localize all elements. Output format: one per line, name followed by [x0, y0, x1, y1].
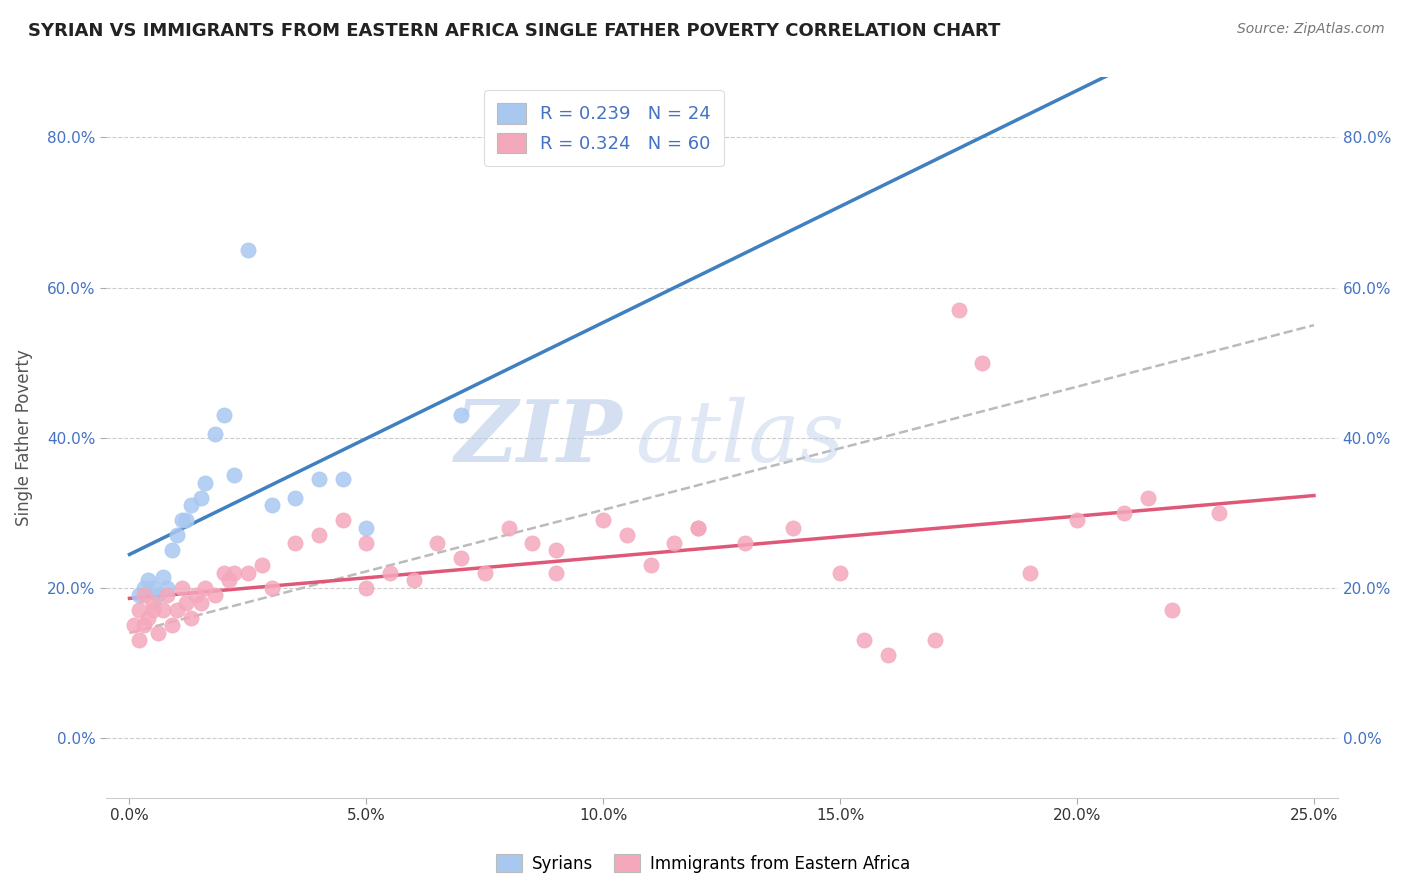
Point	[782, 521, 804, 535]
Point	[522, 536, 544, 550]
Legend: Syrians, Immigrants from Eastern Africa: Syrians, Immigrants from Eastern Africa	[489, 847, 917, 880]
Point	[734, 536, 756, 550]
Point	[544, 566, 567, 580]
Point	[686, 521, 709, 535]
Point	[204, 427, 226, 442]
Point	[284, 491, 307, 505]
Point	[876, 648, 898, 663]
Point	[236, 243, 259, 257]
Text: ZIP: ZIP	[456, 396, 623, 480]
Point	[222, 468, 245, 483]
Point	[218, 574, 240, 588]
Point	[260, 498, 283, 512]
Point	[160, 543, 183, 558]
Point	[128, 633, 150, 648]
Point	[686, 521, 709, 535]
Point	[122, 618, 145, 632]
Point	[308, 528, 330, 542]
Point	[222, 566, 245, 580]
Point	[204, 588, 226, 602]
Point	[146, 588, 169, 602]
Legend: R = 0.239   N = 24, R = 0.324   N = 60: R = 0.239 N = 24, R = 0.324 N = 60	[485, 90, 724, 166]
Point	[138, 574, 160, 588]
Point	[250, 558, 273, 573]
Point	[142, 603, 165, 617]
Point	[212, 409, 235, 423]
Point	[132, 618, 155, 632]
Point	[852, 633, 875, 648]
Point	[1018, 566, 1040, 580]
Point	[236, 566, 259, 580]
Point	[592, 513, 614, 527]
Point	[190, 491, 212, 505]
Point	[332, 513, 354, 527]
Point	[152, 603, 174, 617]
Point	[176, 596, 198, 610]
Point	[1137, 491, 1160, 505]
Point	[194, 581, 217, 595]
Point	[544, 543, 567, 558]
Point	[498, 521, 520, 535]
Point	[160, 618, 183, 632]
Point	[152, 569, 174, 583]
Point	[972, 356, 994, 370]
Point	[664, 536, 686, 550]
Point	[450, 409, 472, 423]
Point	[170, 513, 193, 527]
Point	[166, 603, 188, 617]
Point	[1066, 513, 1088, 527]
Point	[156, 588, 179, 602]
Point	[332, 472, 354, 486]
Point	[356, 581, 378, 595]
Point	[166, 528, 188, 542]
Point	[190, 596, 212, 610]
Point	[128, 603, 150, 617]
Point	[284, 536, 307, 550]
Point	[142, 581, 165, 595]
Point	[308, 472, 330, 486]
Y-axis label: Single Father Poverty: Single Father Poverty	[15, 350, 32, 526]
Point	[948, 303, 970, 318]
Point	[1160, 603, 1182, 617]
Point	[450, 550, 472, 565]
Point	[356, 521, 378, 535]
Point	[1208, 506, 1230, 520]
Point	[176, 513, 198, 527]
Point	[146, 626, 169, 640]
Point	[132, 588, 155, 602]
Point	[474, 566, 496, 580]
Point	[128, 588, 150, 602]
Point	[260, 581, 283, 595]
Point	[138, 611, 160, 625]
Text: SYRIAN VS IMMIGRANTS FROM EASTERN AFRICA SINGLE FATHER POVERTY CORRELATION CHART: SYRIAN VS IMMIGRANTS FROM EASTERN AFRICA…	[28, 22, 1001, 40]
Text: Source: ZipAtlas.com: Source: ZipAtlas.com	[1237, 22, 1385, 37]
Point	[356, 536, 378, 550]
Point	[184, 588, 207, 602]
Text: atlas: atlas	[636, 396, 845, 479]
Point	[426, 536, 449, 550]
Point	[378, 566, 401, 580]
Point	[142, 596, 165, 610]
Point	[402, 574, 425, 588]
Point	[616, 528, 638, 542]
Point	[156, 581, 179, 595]
Point	[1114, 506, 1136, 520]
Point	[170, 581, 193, 595]
Point	[212, 566, 235, 580]
Point	[194, 475, 217, 490]
Point	[180, 498, 202, 512]
Point	[924, 633, 946, 648]
Point	[830, 566, 852, 580]
Point	[640, 558, 662, 573]
Point	[180, 611, 202, 625]
Point	[132, 581, 155, 595]
